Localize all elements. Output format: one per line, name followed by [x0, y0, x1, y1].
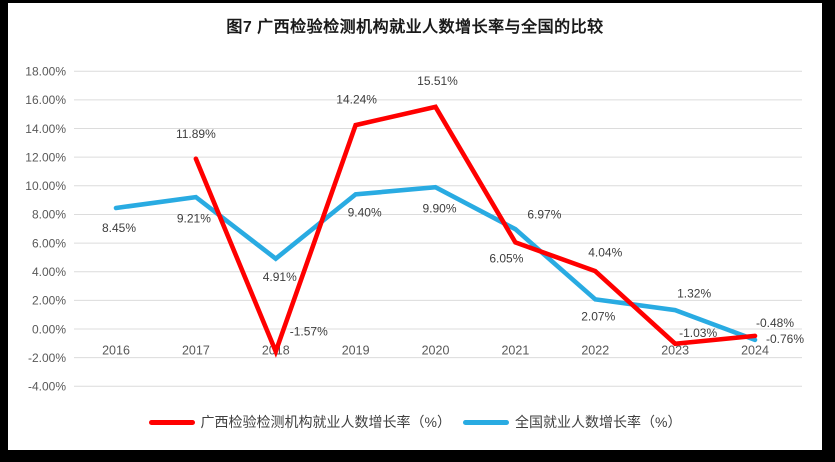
y-axis-tick-label: 0.00%: [32, 322, 66, 336]
legend-item-1: 全国就业人数增长率（%）: [463, 412, 681, 432]
chart-legend: 广西检验检测机构就业人数增长率（%） 全国就业人数增长率（%）: [8, 412, 822, 432]
legend-label: 全国就业人数增长率（%）: [515, 414, 682, 430]
data-label: -0.48%: [756, 316, 794, 330]
y-axis-tick-label: 14.00%: [25, 122, 66, 136]
series-line-0: [193, 104, 758, 358]
data-label: 8.45%: [102, 221, 136, 235]
chart-sheet: 图7 广西检验检测机构就业人数增长率与全国的比较 18.00% 16.00% 14.…: [8, 3, 822, 450]
data-label: 4.91%: [263, 270, 297, 284]
data-label: -1.57%: [290, 325, 328, 339]
y-axis-tick-label: 18.00%: [25, 65, 66, 79]
legend-line-swatch: [463, 419, 509, 425]
y-axis-tick-label: 10.00%: [25, 179, 66, 193]
data-label: 9.40%: [348, 206, 382, 220]
data-label: 15.51%: [417, 74, 458, 88]
x-axis-tick-label: 2016: [102, 344, 130, 358]
line-chart-plot-area: 18.00% 16.00% 14.00% 12.00% 10.00% 8.00% 6.00%…: [25, 65, 804, 394]
y-axis-tick-label: -4.00%: [28, 380, 66, 394]
data-label: -1.03%: [679, 326, 717, 340]
x-axis-tick-label: 2023: [661, 344, 689, 358]
data-label: 2.07%: [581, 310, 615, 324]
y-axis-tick-label: -2.00%: [28, 351, 66, 365]
x-axis-tick-label: 2021: [501, 344, 529, 358]
legend-item-0: 广西检验检测机构就业人数增长率（%）: [148, 412, 451, 432]
x-axis-tick-label: 2019: [342, 344, 370, 358]
y-axis-tick-label: 8.00%: [32, 208, 66, 222]
y-axis-tick-label: 12.00%: [25, 150, 66, 164]
y-axis-tick-label: 16.00%: [25, 93, 66, 107]
chart-title: 图7 广西检验检测机构就业人数增长率与全国的比较: [226, 19, 604, 36]
x-axis-tick-label: 2020: [422, 344, 450, 358]
data-label: 14.24%: [336, 92, 377, 106]
data-label: 6.97%: [527, 207, 561, 221]
y-axis-tick-label: 2.00%: [32, 294, 66, 308]
x-axis-tick-label: 2017: [182, 344, 210, 358]
legend-line-swatch: [148, 419, 195, 425]
legend-label: 广西检验检测机构就业人数增长率（%）: [200, 414, 451, 430]
data-label: 1.32%: [677, 286, 711, 300]
data-label: 11.89%: [176, 127, 216, 141]
x-axis-tick-label: 2022: [581, 344, 609, 358]
data-label: 9.90%: [422, 201, 456, 215]
y-axis-tick-label: 6.00%: [32, 236, 66, 250]
data-label: 6.05%: [489, 252, 523, 266]
data-label: 9.21%: [177, 211, 211, 225]
data-label: 4.04%: [588, 245, 622, 259]
y-axis-tick-label: 4.00%: [32, 265, 66, 279]
x-axis-tick-label: 2024: [741, 344, 769, 358]
data-label: -0.76%: [766, 332, 804, 346]
